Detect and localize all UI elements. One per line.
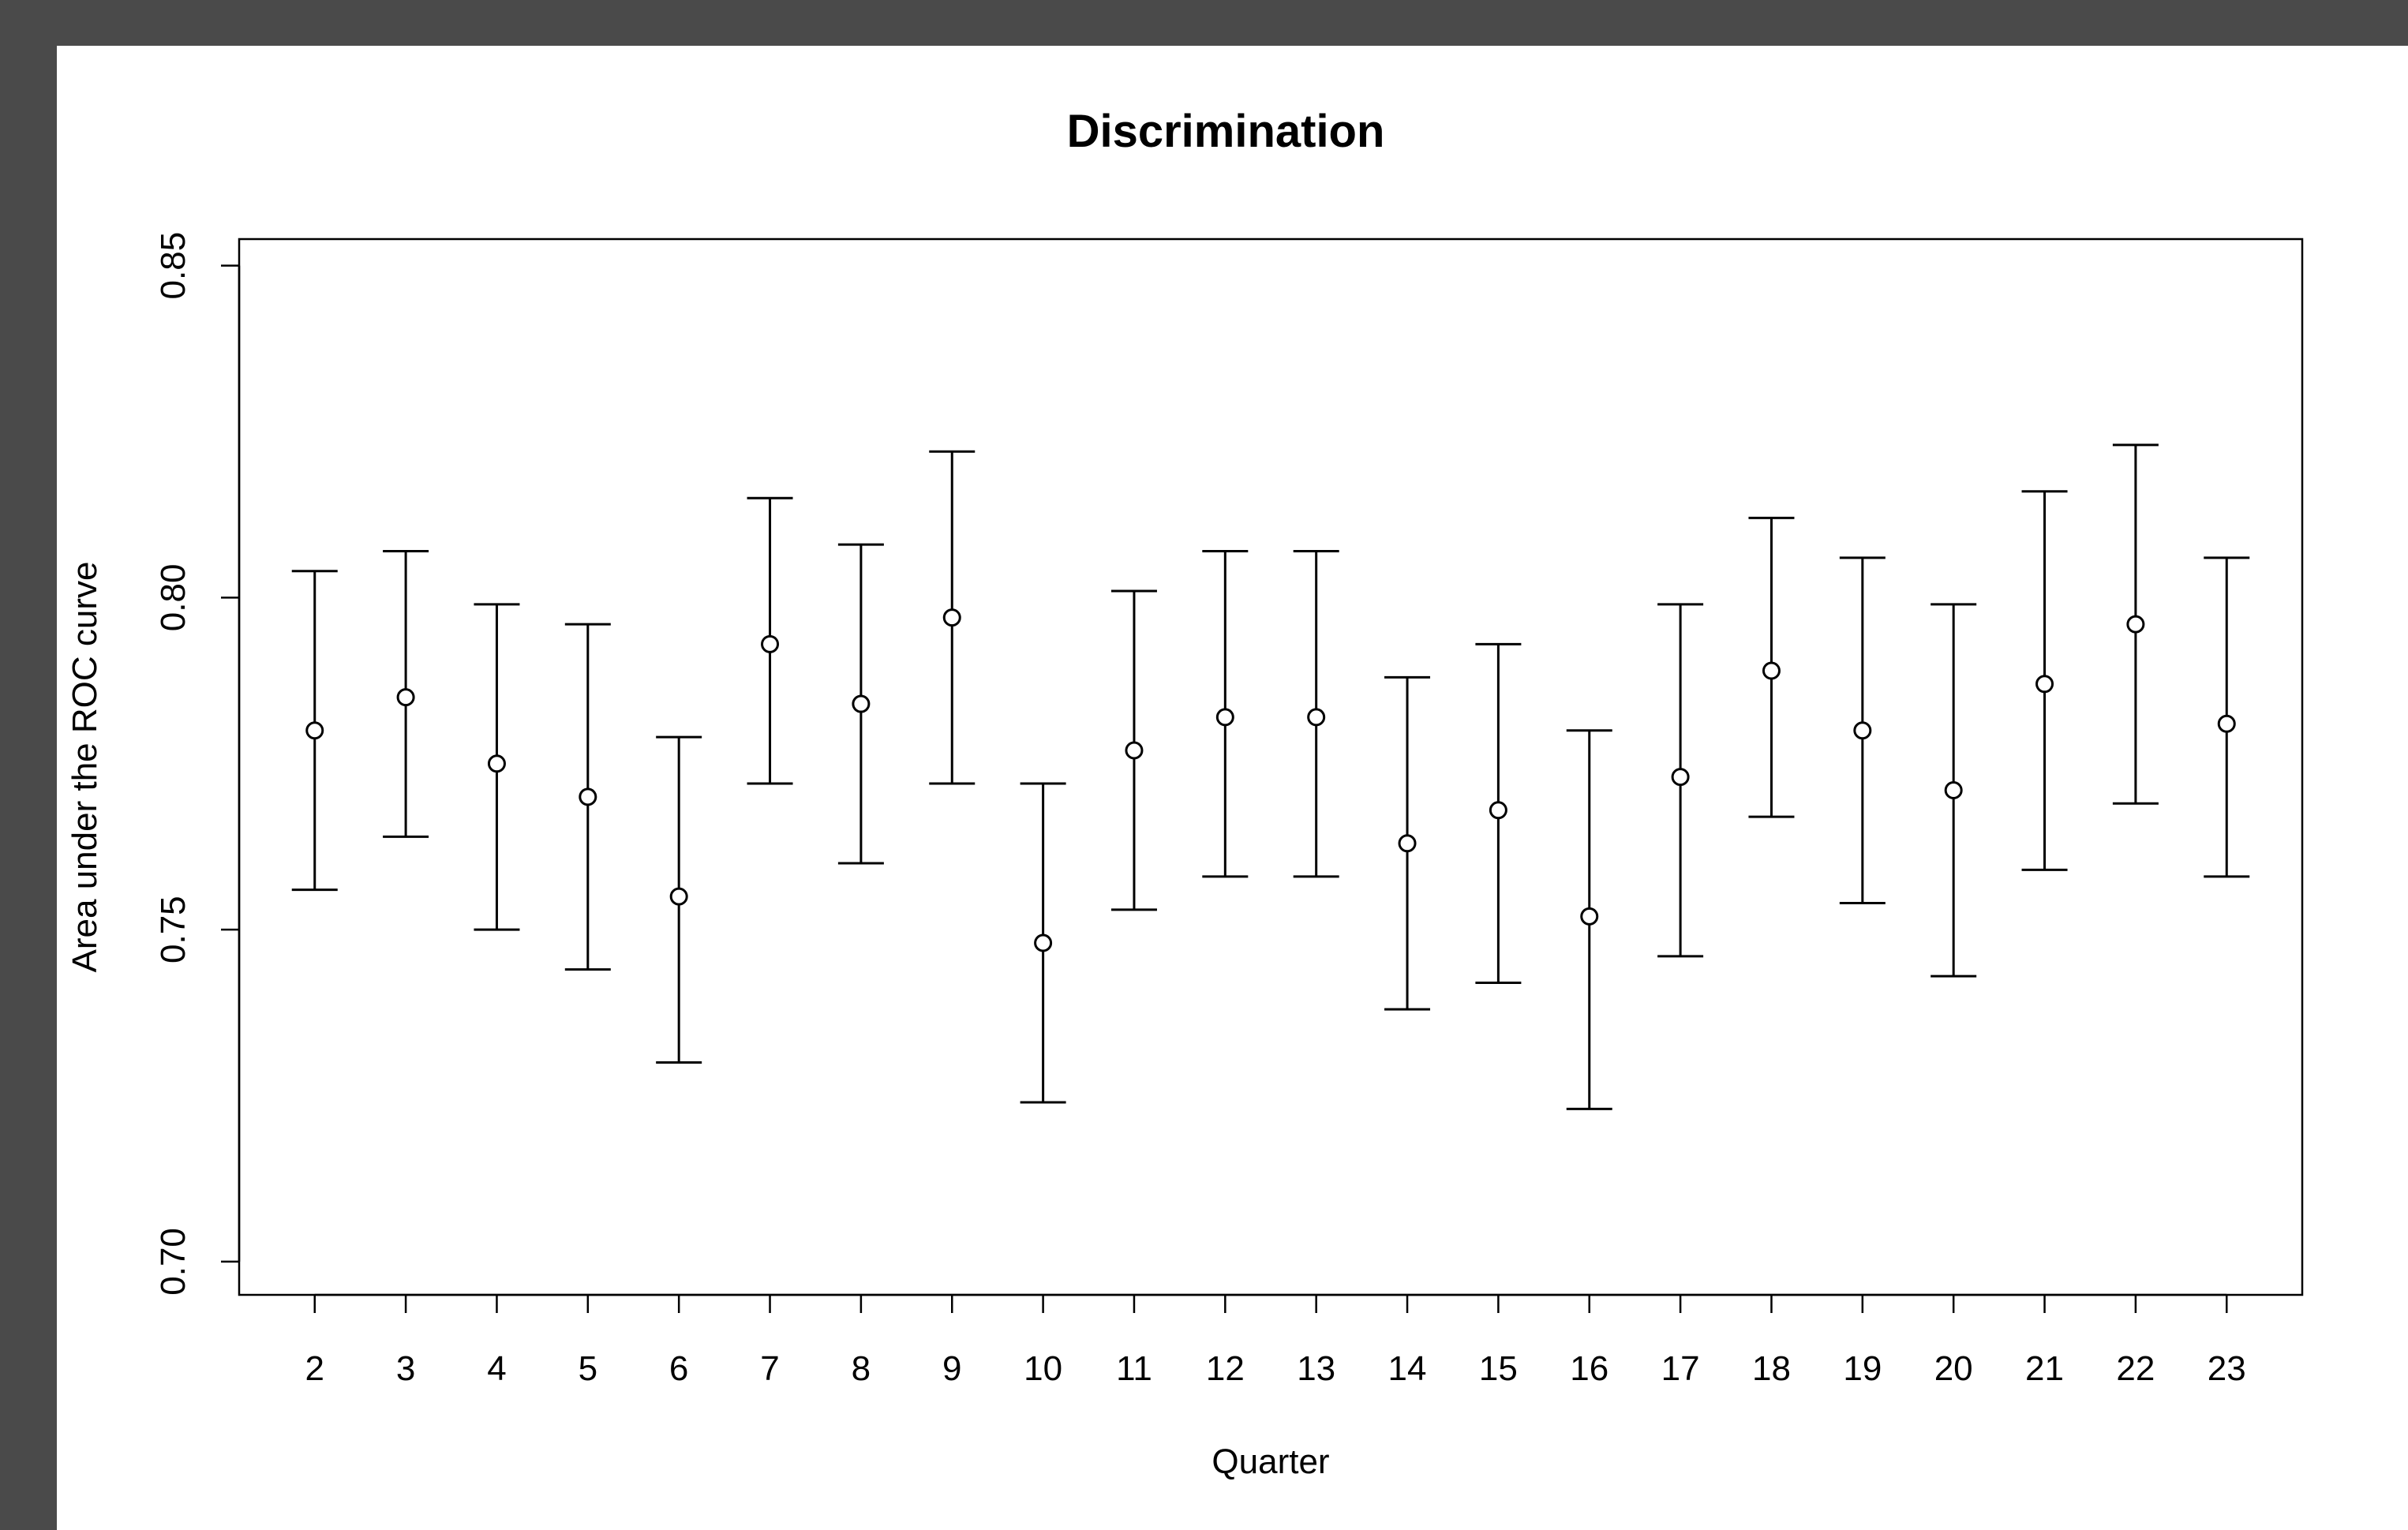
x-tick-label: 12 [1206, 1349, 1245, 1388]
data-point [942, 608, 961, 627]
x-tick-label: 2 [305, 1349, 324, 1388]
data-point [1671, 768, 1690, 787]
x-axis-label: Quarter [1211, 1442, 1329, 1481]
x-tick-label: 7 [760, 1349, 779, 1388]
data-point [1762, 661, 1781, 680]
data-point [1853, 721, 1872, 740]
data-point [2217, 714, 2236, 733]
y-axis: 0.70 0.75 0.80 0.85 [154, 232, 241, 1296]
data-point [852, 694, 871, 713]
y-tick-label: 0.70 [154, 1228, 193, 1296]
x-tick-label: 19 [1843, 1349, 1882, 1388]
data-point [1489, 801, 1507, 820]
x-tick-label: 3 [396, 1349, 415, 1388]
x-tick-label: 14 [1388, 1349, 1427, 1388]
x-tick-label: 22 [2116, 1349, 2155, 1388]
y-tick-label: 0.85 [154, 232, 193, 300]
data-point [396, 688, 415, 707]
plot-panel [57, 46, 2408, 1530]
x-tick-label: 8 [852, 1349, 871, 1388]
data-point [2126, 615, 2145, 634]
data-point [305, 721, 324, 740]
x-tick-label: 16 [1570, 1349, 1608, 1388]
x-tick-label: 13 [1297, 1349, 1335, 1388]
data-point [1307, 708, 1326, 727]
x-tick-label: 4 [487, 1349, 506, 1388]
x-tick-label: 11 [1116, 1349, 1152, 1388]
y-tick-label: 0.80 [154, 564, 193, 632]
x-tick-label: 9 [942, 1349, 961, 1388]
data-point [761, 634, 780, 653]
x-tick-label: 10 [1024, 1349, 1062, 1388]
data-point [2035, 675, 2054, 694]
auc-series [291, 443, 2250, 1110]
data-point [1034, 933, 1053, 952]
x-axis: 2 3 4 5 6 7 8 9 10 11 12 13 14 15 16 17 18 19 20 21 22 23 [305, 1293, 2246, 1388]
data-point [579, 787, 597, 806]
x-tick-label: 5 [579, 1349, 597, 1388]
x-tick-label: 18 [1752, 1349, 1791, 1388]
data-point [487, 754, 506, 773]
data-point [1944, 780, 1963, 799]
data-point [669, 887, 688, 906]
data-point [1580, 907, 1599, 926]
chart-title: Discrimination [1067, 106, 1385, 157]
plot-area-border [238, 238, 2304, 1296]
x-tick-label: 23 [2208, 1349, 2246, 1388]
y-axis-label: Area under the ROC curve [66, 562, 104, 973]
data-point [1125, 741, 1144, 760]
x-tick-label: 17 [1661, 1349, 1700, 1388]
data-point [1215, 708, 1234, 727]
x-tick-label: 21 [2025, 1349, 2064, 1388]
y-tick-label: 0.75 [154, 896, 193, 963]
x-tick-label: 6 [669, 1349, 688, 1388]
x-tick-label: 15 [1479, 1349, 1518, 1388]
x-tick-label: 20 [1934, 1349, 1973, 1388]
data-point [1398, 834, 1417, 853]
